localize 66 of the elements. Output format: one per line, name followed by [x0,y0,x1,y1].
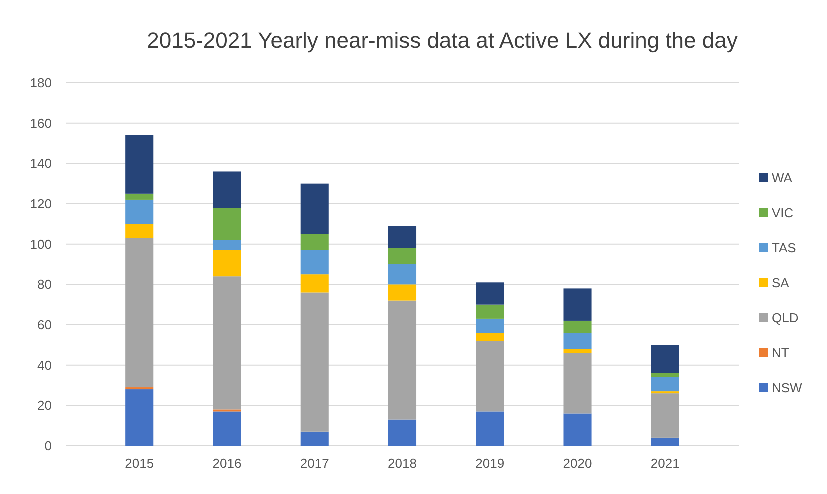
bar [651,394,680,438]
y-tick-label: 120 [30,196,52,212]
bar [213,240,242,250]
legend-label: QLD [772,310,799,326]
bar [126,194,154,200]
bar [651,438,680,446]
x-tick-label: 2019 [476,456,505,471]
y-tick-label: 140 [30,156,52,172]
bar [651,373,680,378]
bar [651,377,680,392]
bar [213,172,242,208]
bar [213,412,242,446]
chart-title: 2015-2021 Yearly near-miss data at Active LX during the day [147,28,738,53]
y-tick-label: 160 [30,116,52,131]
bar [564,414,592,446]
bar [388,264,417,285]
x-tick-label: 2015 [125,456,154,471]
bar [300,432,329,446]
legend-label: TAS [772,240,797,256]
x-tick-label: 2016 [212,456,242,471]
bar [213,208,242,240]
bar [564,353,592,414]
x-tick-label: 2021 [650,456,680,471]
bar [213,276,242,410]
bar [476,412,504,446]
bar [564,320,592,334]
bar [564,349,592,354]
bar [388,248,417,264]
y-tick-label: 100 [30,236,52,252]
bar [388,300,417,420]
bar [388,284,417,301]
bar [300,292,329,432]
legend-label: SA [772,276,790,291]
bar [388,420,417,446]
bar [126,224,154,238]
legend-label: NSW [772,380,804,396]
x-tick-label: 2017 [300,456,330,471]
legend-label: NT [772,346,790,361]
y-tick-label: 180 [30,76,52,91]
bar [476,304,504,319]
bar [213,250,242,277]
y-tick-label: 20 [38,398,52,414]
bar [300,250,329,275]
bar [300,274,329,293]
bar [476,333,504,342]
bar [300,234,329,250]
legend-label: VIC [772,206,794,221]
bar [300,184,329,234]
x-tick-label: 2020 [563,456,592,471]
bar [388,226,417,248]
bar [476,318,504,334]
bar [476,282,504,305]
bar [126,200,154,224]
bar [476,341,504,412]
bar [126,390,154,446]
y-tick-label: 0 [44,438,52,454]
y-tick-label: 40 [38,358,52,373]
bar [126,238,154,388]
x-tick-label: 2018 [388,456,417,471]
y-tick-label: 80 [38,277,52,292]
legend-label: WA [772,170,793,186]
bar [564,333,592,350]
bar [126,135,154,194]
y-tick-label: 60 [38,318,52,333]
bar [564,288,592,321]
bar [651,345,680,374]
